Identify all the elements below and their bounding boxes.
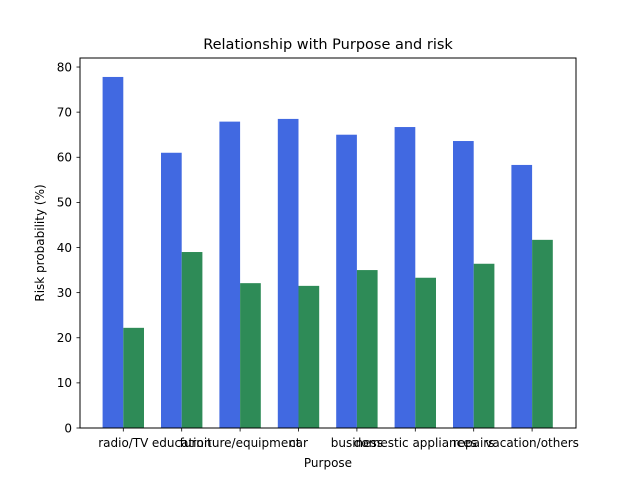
x-tick-label: business [331,436,383,450]
y-tick-label: 0 [64,421,72,435]
bar-series1-7 [511,164,533,428]
bars-layer [102,76,553,428]
x-tick-label: vacation/others [485,436,579,450]
bar-series2-2 [240,283,261,428]
bar-series2-5 [415,277,436,428]
bar-series1-4 [336,134,357,428]
bar-series2-7 [532,239,553,428]
bar-series1-0 [102,76,124,428]
y-tick-label: 70 [57,105,72,119]
bar-series1-2 [219,121,241,428]
y-tick-label: 10 [57,376,72,390]
y-tick-label: 40 [57,241,72,255]
bar-series2-3 [298,285,320,428]
plot-area [80,58,576,428]
chart-title: Relationship with Purpose and risk [203,37,453,53]
y-tick-label: 30 [57,286,72,300]
y-tick-label: 20 [57,331,72,345]
bar-series1-6 [453,141,474,428]
x-tick-label: car [289,436,308,450]
y-tick-label: 60 [57,151,72,165]
x-tick-label: domestic appliances [354,436,477,450]
y-tick-label: 50 [57,196,72,210]
x-tick-label: repairs [453,436,495,450]
x-axis-label: Purpose [304,456,352,470]
y-ticks: 0 10 20 30 40 50 60 70 80 [57,60,80,435]
bar-series2-1 [181,252,203,428]
bar-series2-6 [473,263,495,428]
bar-series2-4 [356,270,378,428]
bar-series1-3 [277,118,299,428]
y-tick-label: 80 [57,60,72,74]
x-tick-label: furniture/equipment [180,436,301,450]
bar-series2-0 [123,327,144,428]
bar-series1-1 [161,152,182,428]
x-tick-label: education [152,436,212,450]
plot-frame [79,57,577,429]
x-tick-label: radio/TV [98,436,149,450]
bar-series1-5 [394,127,416,428]
y-axis-label: Risk probability (%) [33,184,47,301]
